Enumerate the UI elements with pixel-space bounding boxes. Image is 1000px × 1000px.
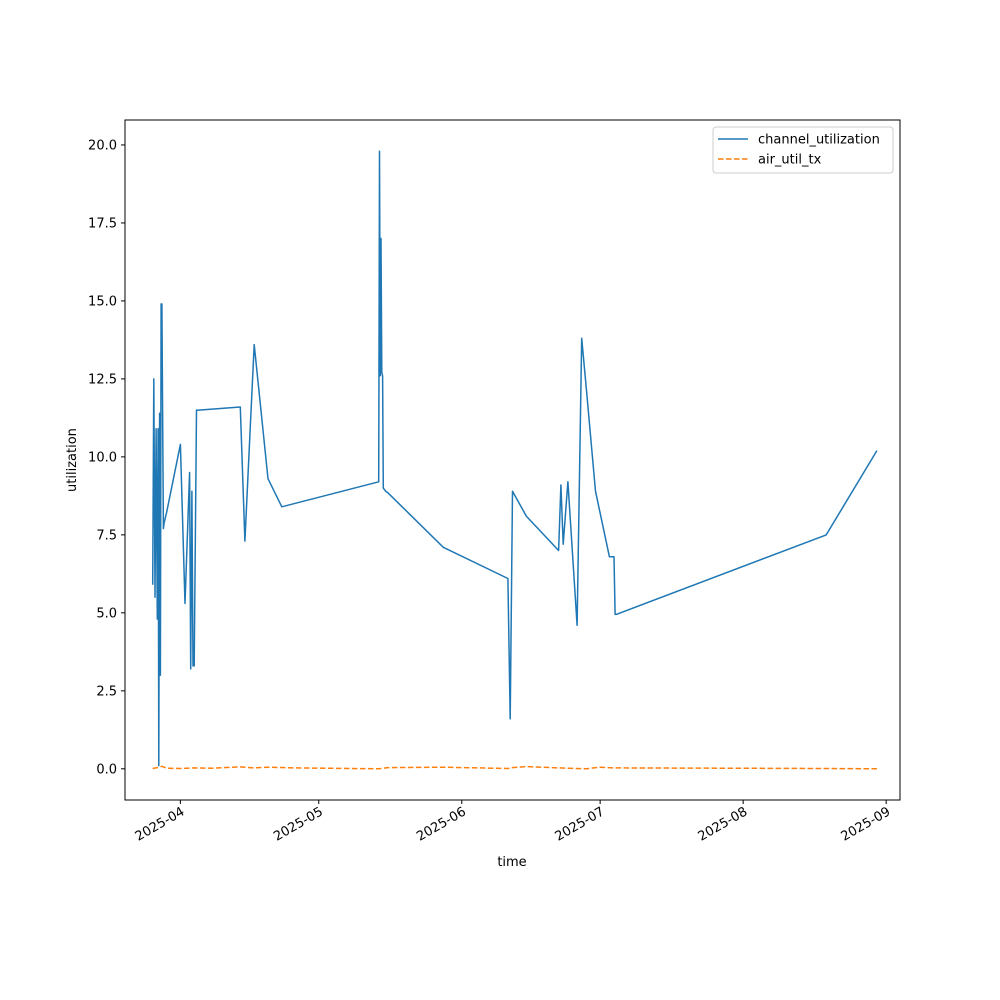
y-tick-label: 7.5 — [96, 528, 117, 543]
y-tick-label: 10.0 — [88, 450, 117, 465]
legend-box — [712, 126, 894, 174]
x-axis-label: time — [497, 855, 526, 870]
y-tick-label: 20.0 — [88, 138, 117, 153]
y-tick-label: 5.0 — [96, 606, 117, 621]
y-tick-label: 12.5 — [88, 372, 117, 387]
y-tick-label: 17.5 — [88, 216, 117, 231]
y-axis-label: utilization — [65, 428, 80, 492]
y-tick-label: 15.0 — [88, 294, 117, 309]
legend-label: air_util_tx — [758, 153, 822, 168]
legend: channel_utilization air_util_tx — [712, 126, 894, 174]
channel-utilization-line — [151, 150, 878, 767]
y-axis: 0.0 2.5 5.0 7.5 10.0 12.5 15.0 17.5 20.0 — [88, 138, 125, 777]
y-tick-label: 2.5 — [96, 684, 117, 699]
plot-frame — [124, 119, 901, 801]
air-util-tx-line — [152, 765, 877, 770]
legend-label: channel_utilization — [758, 133, 880, 148]
series-layer — [151, 150, 878, 770]
y-tick-label: 0.0 — [96, 762, 117, 777]
